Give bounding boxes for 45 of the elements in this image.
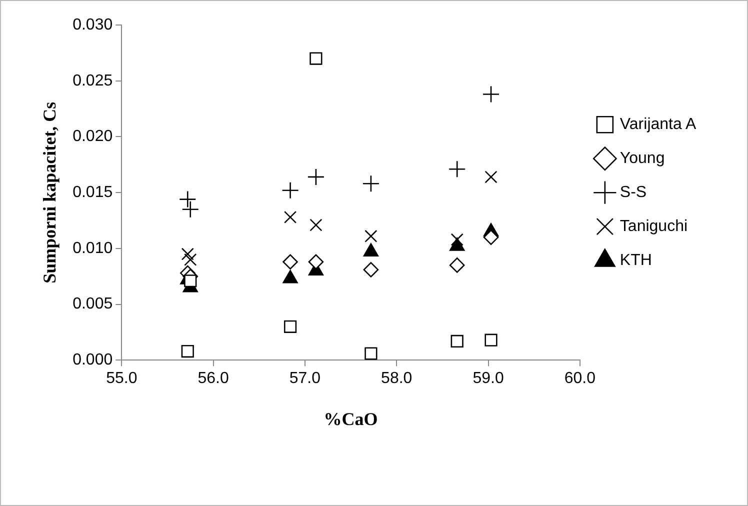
x-tick-label: 59.0: [472, 370, 504, 388]
point: [184, 253, 197, 266]
point: [362, 175, 380, 192]
point: [364, 230, 378, 242]
point: [282, 182, 299, 200]
point: [184, 274, 197, 288]
y-axis-title: Sumporni kapacitet, Cs: [39, 102, 60, 284]
y-tick-label: 0.010: [72, 240, 113, 257]
point: [482, 86, 500, 103]
point: [310, 218, 322, 232]
legend-label: KTH: [620, 252, 652, 270]
point: [282, 254, 298, 270]
point: [181, 344, 194, 358]
y-tick-label: 0.025: [72, 72, 113, 90]
legend-label: Varijanta A: [620, 116, 696, 134]
point: [449, 258, 465, 273]
point: [310, 52, 322, 65]
point: [284, 320, 297, 333]
legend-label: S-S: [620, 184, 647, 202]
legend-label: Young: [620, 150, 665, 168]
point: [484, 170, 498, 184]
point: [178, 190, 196, 208]
point: [363, 262, 379, 278]
point: [181, 248, 194, 260]
y-tick-label: 0.000: [72, 352, 113, 369]
point: [284, 210, 297, 224]
y-tick-label: 0.030: [72, 16, 113, 34]
legend-label: Taniguchi: [620, 218, 688, 236]
point: [308, 254, 324, 270]
x-tick-label: 58.0: [381, 370, 412, 388]
x-tick-label: 56.0: [198, 370, 229, 388]
point: [307, 168, 325, 186]
x-tick-label: 55.0: [106, 370, 138, 388]
y-tick-label: 0.005: [72, 296, 113, 313]
point: [484, 334, 498, 346]
point: [450, 334, 464, 348]
x-tick-label: 60.0: [564, 370, 596, 388]
point: [448, 160, 466, 178]
x-axis-title: %CaO: [324, 408, 378, 429]
y-tick-label: 0.020: [72, 128, 113, 146]
point: [182, 200, 200, 218]
y-tick-label: 0.015: [72, 184, 113, 202]
point: [364, 347, 378, 360]
x-tick-label: 57.0: [289, 370, 321, 388]
point: [483, 230, 499, 245]
